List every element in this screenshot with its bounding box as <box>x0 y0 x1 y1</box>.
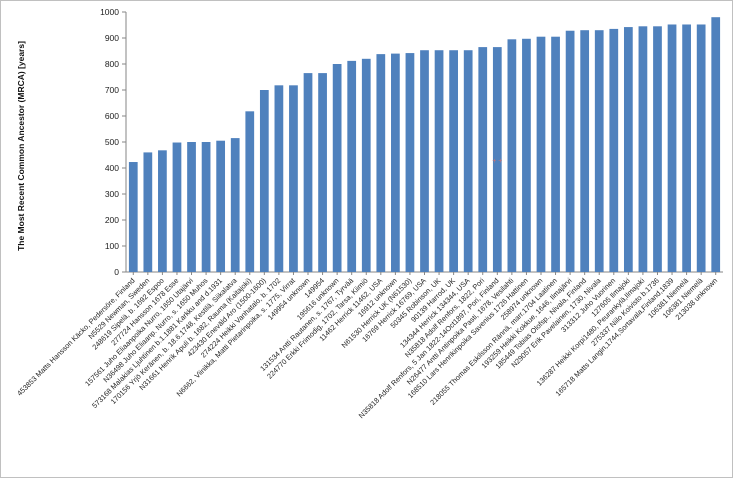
y-tick-label: 100 <box>105 241 119 251</box>
annotations: + + <box>492 158 502 165</box>
bar <box>216 140 226 272</box>
y-tick-label: 700 <box>105 85 119 95</box>
bar <box>638 26 648 272</box>
bar <box>420 50 429 272</box>
bar <box>696 24 706 273</box>
bar <box>318 73 327 272</box>
bar <box>536 36 546 273</box>
y-tick-label: 800 <box>105 59 119 69</box>
y-tick-label: 900 <box>105 33 119 43</box>
bar <box>653 26 662 272</box>
bar <box>259 90 269 272</box>
bar <box>187 142 196 272</box>
bar <box>143 152 153 272</box>
bar <box>565 30 575 272</box>
x-tick-labels: 453853 Matts Hansson Käcko, Pedersöre, F… <box>15 272 719 420</box>
bar <box>478 47 488 272</box>
y-tick-label: 600 <box>105 111 119 121</box>
y-tick-label: 300 <box>105 189 119 199</box>
bar <box>289 85 298 272</box>
bar <box>667 24 677 273</box>
bar <box>245 111 255 272</box>
bar <box>347 60 357 272</box>
bar <box>376 54 386 273</box>
annotation-mark: + + <box>492 158 502 165</box>
bar <box>623 27 633 272</box>
bar <box>201 142 211 272</box>
y-ticks: 0 100 200 300 400 500 600 700 800 900 1000 <box>100 7 126 277</box>
bar <box>405 53 415 272</box>
y-tick-label: 0 <box>114 267 119 277</box>
bar <box>463 50 473 272</box>
bar <box>449 50 458 272</box>
bar <box>303 73 313 272</box>
bar <box>158 150 167 272</box>
bar <box>172 142 182 272</box>
bar <box>522 38 531 272</box>
bar <box>391 53 400 272</box>
bar <box>332 64 342 272</box>
bar <box>361 58 371 272</box>
bar <box>580 30 590 273</box>
bar <box>711 17 721 273</box>
y-axis-label: The Most Recent Common Ancestor (MRCA) [… <box>16 41 26 251</box>
bars <box>128 17 721 273</box>
y-tick-label: 1000 <box>100 7 119 17</box>
bar <box>682 24 691 273</box>
bar <box>128 162 138 272</box>
bar <box>507 39 517 272</box>
bar <box>434 50 444 272</box>
bar <box>551 36 560 273</box>
y-tick-label: 200 <box>105 215 119 225</box>
bar <box>492 47 502 272</box>
bar <box>609 28 619 273</box>
bar <box>230 138 240 272</box>
bar <box>594 30 604 273</box>
bar <box>274 85 284 272</box>
y-tick-label: 400 <box>105 163 119 173</box>
y-tick-label: 500 <box>105 137 119 147</box>
